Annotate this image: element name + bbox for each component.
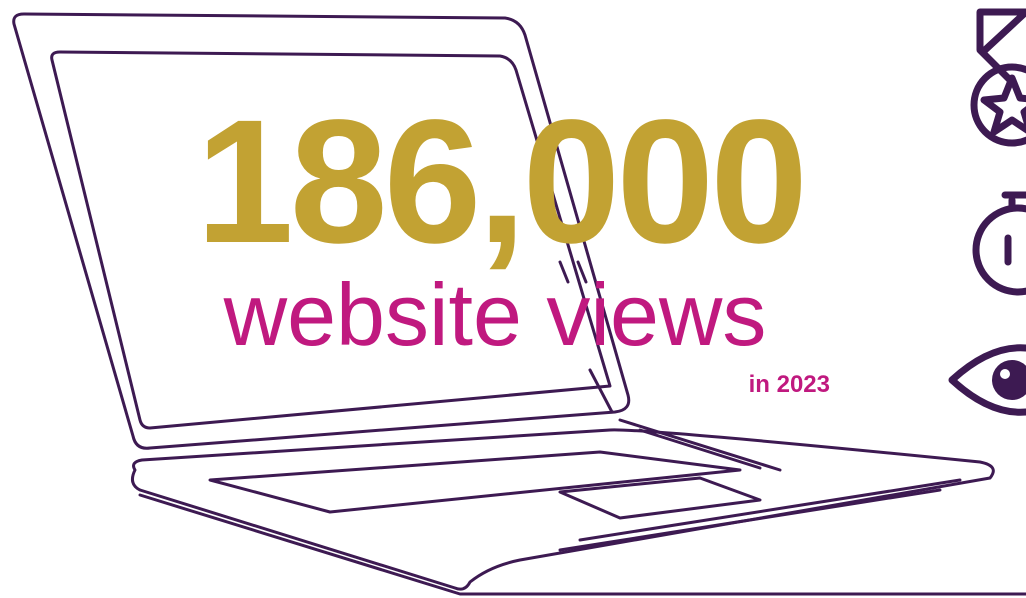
screen-inner — [50, 50, 612, 430]
deck-strokes — [558, 418, 962, 552]
keyboard — [208, 450, 742, 514]
screen-outer — [12, 12, 631, 450]
medal-icon — [970, 8, 1026, 147]
headline-label: website views — [223, 265, 767, 364]
eye-icon — [948, 344, 1026, 416]
stopwatch-icon — [972, 191, 1026, 296]
laptop-illustration — [12, 12, 1026, 596]
headline-figure: 186,000 — [196, 84, 804, 280]
base-edge — [138, 493, 1026, 596]
keyboard-deck — [130, 428, 995, 591]
touchpad — [558, 476, 762, 520]
screen-strokes — [558, 260, 614, 414]
headline-period: in 2023 — [749, 371, 830, 398]
